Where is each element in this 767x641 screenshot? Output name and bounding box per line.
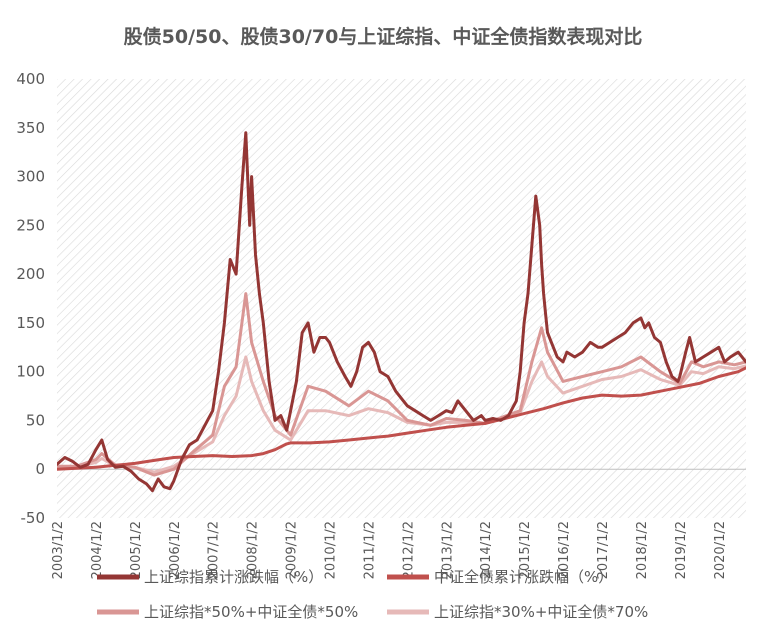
series-layer [57, 131, 746, 493]
x-tick-label: 2006/1/2 [168, 521, 183, 579]
plot-area [57, 79, 746, 518]
legend-item: 中证全债累计涨跌幅（%） [387, 568, 613, 586]
x-tick-label: 2011/1/2 [362, 521, 377, 579]
series-line [57, 366, 746, 471]
series-line [57, 131, 746, 493]
x-tick-label: 2009/1/2 [285, 521, 300, 579]
x-tick-label: 2018/1/2 [635, 521, 650, 579]
legend-item: 上证综指*50%+中证全债*50% [97, 603, 358, 621]
y-tick-label: 300 [16, 168, 45, 186]
legend: 上证综指累计涨跌幅（%） 中证全债累计涨跌幅（%） 上证综指*50%+中证全债*… [97, 568, 648, 621]
x-tick-label: 2013/1/2 [440, 521, 455, 579]
x-tick-label: 2010/1/2 [323, 521, 338, 579]
x-tick-label: 2005/1/2 [129, 521, 144, 579]
legend-label: 上证综指*50%+中证全债*50% [144, 603, 358, 621]
x-tick-label: 2014/1/2 [479, 521, 494, 579]
y-tick-label: -50 [21, 509, 46, 527]
x-tick-label: 2004/1/2 [90, 521, 105, 579]
y-tick-label: 250 [16, 216, 45, 234]
x-axis: 2003/1/2 2004/1/2 2005/1/2 2006/1/2 2007/1/2… [51, 521, 728, 579]
series-line [57, 292, 746, 477]
y-tick-label: 150 [16, 314, 45, 332]
y-tick-label: 50 [26, 411, 45, 429]
series-line [57, 355, 746, 474]
y-tick-label: 400 [16, 70, 45, 88]
legend-label: 上证综指累计涨跌幅（%） [144, 568, 323, 586]
x-tick-label: 2008/1/2 [246, 521, 261, 579]
x-tick-label: 2019/1/2 [674, 521, 689, 579]
y-axis: 400 350 300 250 200 150 100 50 0 -50 [16, 70, 45, 527]
x-tick-label: 2017/1/2 [596, 521, 611, 579]
legend-item: 上证综指*30%+中证全债*70% [387, 603, 648, 621]
x-tick-label: 2016/1/2 [557, 521, 572, 579]
chart-title: 股债50/50、股债30/70与上证综指、中证全债指数表现对比 [124, 25, 643, 48]
x-tick-label: 2003/1/2 [51, 521, 66, 579]
legend-label: 中证全债累计涨跌幅（%） [434, 568, 613, 586]
x-tick-label: 2012/1/2 [401, 521, 416, 579]
y-tick-label: 0 [35, 460, 45, 478]
x-tick-label: 2007/1/2 [207, 521, 222, 579]
legend-label: 上证综指*30%+中证全债*70% [434, 603, 648, 621]
y-tick-label: 100 [16, 363, 45, 381]
legend-item: 上证综指累计涨跌幅（%） [97, 568, 323, 586]
x-tick-label: 2020/1/2 [713, 521, 728, 579]
x-tick-label: 2015/1/2 [518, 521, 533, 579]
y-tick-label: 200 [16, 265, 45, 283]
y-tick-label: 350 [16, 119, 45, 137]
